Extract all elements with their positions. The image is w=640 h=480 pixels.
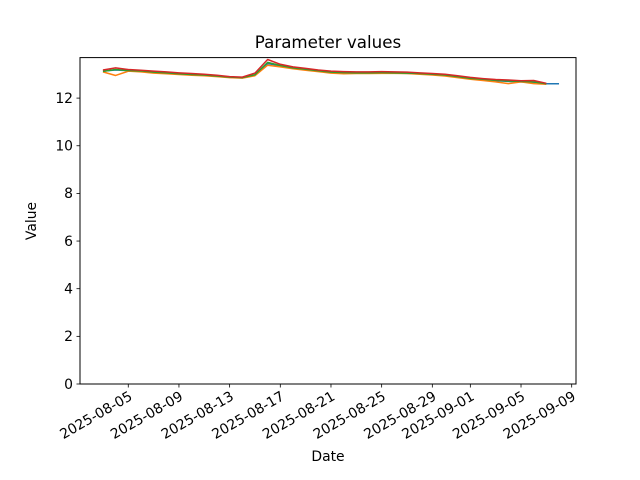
- y-tick-label: 10: [55, 139, 73, 155]
- y-tick-label: 0: [64, 377, 73, 393]
- y-axis-label: Value: [24, 202, 40, 240]
- y-tick-label: 2: [64, 329, 73, 345]
- series-green-line: [102, 61, 547, 85]
- plot-area: [79, 57, 577, 385]
- line-series-group: [102, 58, 560, 86]
- y-tick-label: 6: [64, 234, 73, 250]
- series-red-line: [102, 58, 547, 85]
- y-tick-label: 8: [64, 186, 73, 202]
- chart-title: Parameter values: [255, 32, 401, 52]
- x-axis-label: Date: [311, 449, 344, 465]
- y-tick-label: 4: [64, 282, 73, 298]
- series-orange-line: [102, 64, 547, 86]
- y-axis-ticks: 0 2 4 6 8 10 12: [55, 91, 80, 393]
- y-tick-label: 12: [55, 91, 73, 107]
- x-axis-ticks: 2025-08-052025-08-092025-08-132025-08-17…: [57, 384, 579, 443]
